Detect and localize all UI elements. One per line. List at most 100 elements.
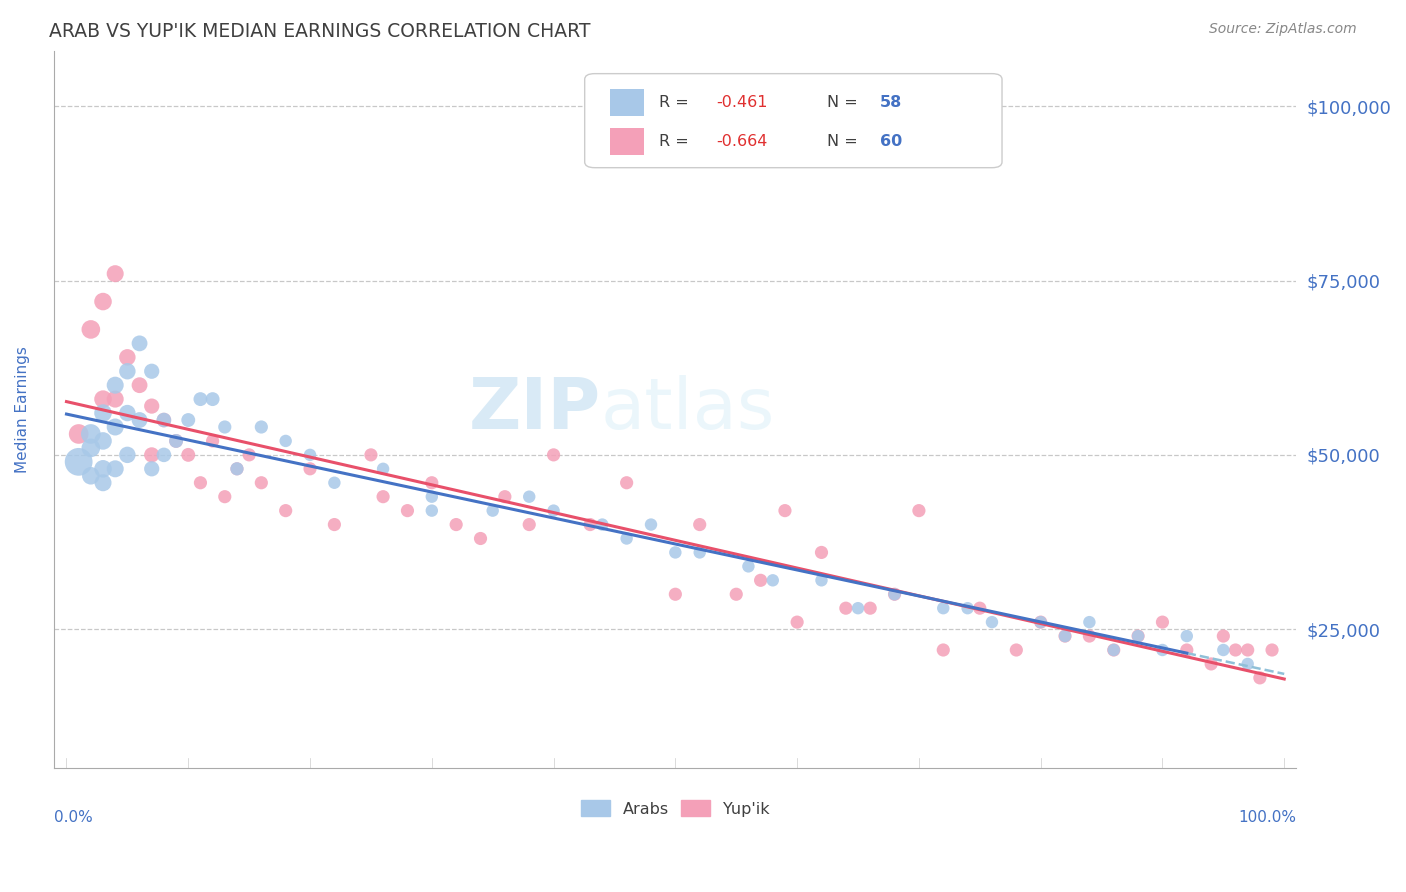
Point — [810, 545, 832, 559]
Point — [91, 434, 114, 448]
Point — [883, 587, 905, 601]
Point — [67, 427, 90, 442]
Point — [810, 574, 832, 588]
Point — [360, 448, 382, 462]
Point — [226, 462, 249, 476]
Point — [91, 406, 114, 420]
Point — [274, 434, 297, 448]
Text: R =: R = — [659, 95, 695, 110]
Text: Source: ZipAtlas.com: Source: ZipAtlas.com — [1209, 22, 1357, 37]
Point — [908, 503, 931, 517]
Point — [689, 517, 711, 532]
Point — [226, 462, 249, 476]
Point — [250, 475, 273, 490]
Legend: Arabs, Yup'ik: Arabs, Yup'ik — [576, 796, 775, 822]
Point — [420, 503, 443, 517]
Point — [664, 587, 686, 601]
Point — [543, 448, 565, 462]
Point — [1078, 629, 1101, 643]
Point — [153, 413, 176, 427]
Point — [128, 413, 150, 427]
Point — [396, 503, 419, 517]
Point — [1225, 643, 1247, 657]
Point — [420, 475, 443, 490]
Point — [1249, 671, 1271, 685]
Point — [1078, 615, 1101, 629]
FancyBboxPatch shape — [585, 74, 1002, 168]
Point — [1212, 643, 1234, 657]
Point — [1236, 657, 1258, 671]
Point — [141, 448, 163, 462]
Point — [91, 392, 114, 406]
Point — [80, 322, 103, 336]
Point — [846, 601, 869, 615]
Point — [1126, 629, 1149, 643]
Point — [517, 517, 540, 532]
Point — [773, 503, 796, 517]
Point — [543, 503, 565, 517]
Point — [117, 406, 139, 420]
Point — [104, 267, 127, 281]
Point — [214, 490, 236, 504]
Point — [616, 532, 638, 546]
Text: -0.461: -0.461 — [716, 95, 768, 110]
Point — [956, 601, 979, 615]
Point — [494, 490, 516, 504]
Point — [128, 336, 150, 351]
Point — [141, 399, 163, 413]
Point — [1053, 629, 1076, 643]
Point — [1199, 657, 1222, 671]
Point — [201, 434, 224, 448]
Point — [591, 517, 613, 532]
Point — [274, 503, 297, 517]
Point — [214, 420, 236, 434]
Point — [737, 559, 759, 574]
Point — [80, 427, 103, 442]
Point — [444, 517, 467, 532]
Point — [579, 517, 602, 532]
Point — [640, 517, 662, 532]
Point — [91, 294, 114, 309]
Point — [165, 434, 187, 448]
Point — [1152, 643, 1174, 657]
Text: 100.0%: 100.0% — [1239, 810, 1296, 825]
Text: 60: 60 — [880, 134, 903, 149]
Point — [969, 601, 991, 615]
Point — [165, 434, 187, 448]
Point — [981, 615, 1004, 629]
Text: atlas: atlas — [600, 375, 775, 444]
Text: N =: N = — [827, 95, 863, 110]
Point — [883, 587, 905, 601]
Point — [689, 545, 711, 559]
Point — [616, 475, 638, 490]
Text: -0.664: -0.664 — [716, 134, 768, 149]
Point — [117, 364, 139, 378]
Point — [859, 601, 882, 615]
Point — [238, 448, 260, 462]
Text: R =: R = — [659, 134, 695, 149]
Point — [762, 574, 785, 588]
Point — [1152, 615, 1174, 629]
Text: ARAB VS YUP'IK MEDIAN EARNINGS CORRELATION CHART: ARAB VS YUP'IK MEDIAN EARNINGS CORRELATI… — [49, 22, 591, 41]
Point — [323, 517, 346, 532]
Text: 58: 58 — [880, 95, 903, 110]
Point — [104, 378, 127, 392]
Point — [80, 441, 103, 455]
Point — [104, 420, 127, 434]
Point — [1029, 615, 1052, 629]
Point — [104, 392, 127, 406]
Point — [1236, 643, 1258, 657]
Point — [420, 490, 443, 504]
Point — [91, 475, 114, 490]
Point — [153, 448, 176, 462]
Point — [177, 413, 200, 427]
Point — [201, 392, 224, 406]
Point — [371, 490, 394, 504]
Point — [725, 587, 748, 601]
Point — [299, 462, 322, 476]
Point — [470, 532, 492, 546]
Point — [1261, 643, 1284, 657]
Text: N =: N = — [827, 134, 863, 149]
Point — [481, 503, 503, 517]
Point — [1126, 629, 1149, 643]
